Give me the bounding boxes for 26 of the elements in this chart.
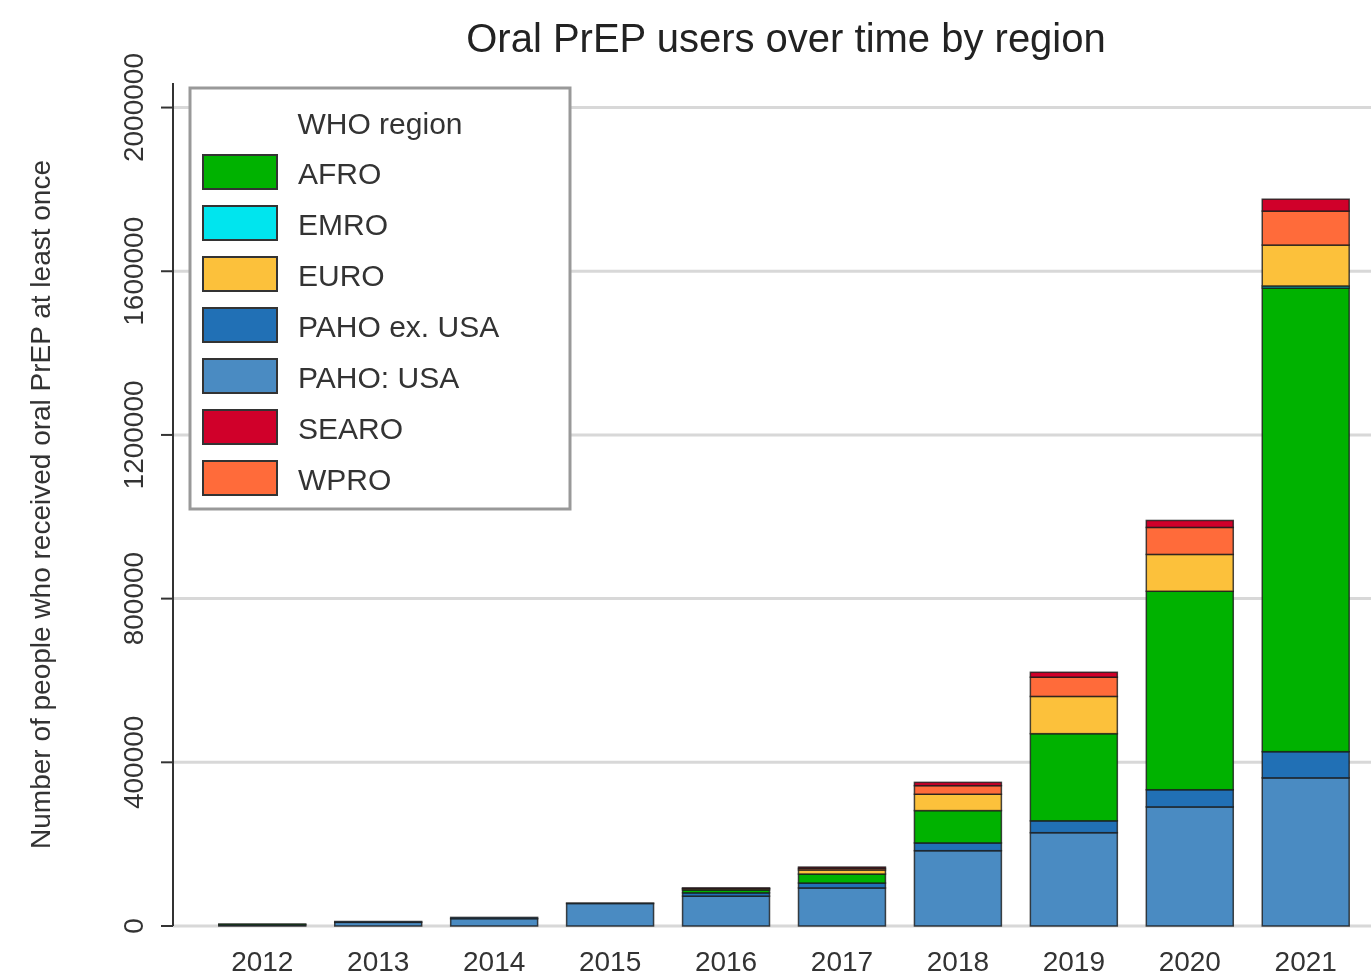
legend-label: EMRO bbox=[298, 208, 388, 241]
y-tick-label: 1600000 bbox=[118, 216, 149, 326]
legend-label: WPRO bbox=[298, 463, 392, 496]
legend-label: SEARO bbox=[298, 412, 404, 445]
y-tick-label: 0 bbox=[118, 918, 149, 934]
y-tick-label: 800000 bbox=[118, 551, 149, 646]
x-tick-label: 2017 bbox=[810, 946, 874, 971]
legend-label: EURO bbox=[298, 259, 385, 292]
y-tick-label: 2000000 bbox=[118, 53, 149, 163]
legend-label: AFRO bbox=[298, 157, 382, 190]
x-tick-label: 2013 bbox=[347, 946, 410, 971]
legend-label: PAHO: USA bbox=[298, 361, 460, 394]
y-tick-label: 400000 bbox=[118, 715, 149, 810]
chart-title: Oral PrEP users over time by region bbox=[466, 16, 1106, 60]
legend-title: WHO region bbox=[297, 107, 463, 140]
x-tick-label: 2015 bbox=[578, 946, 642, 971]
x-tick-label: 2019 bbox=[1042, 946, 1105, 971]
x-tick-label: 2014 bbox=[463, 946, 526, 971]
y-axis-title: Number of people who received oral PrEP at least once bbox=[25, 160, 56, 849]
x-tick-label: 2021 bbox=[1274, 946, 1337, 971]
y-tick-label: 1200000 bbox=[118, 380, 149, 490]
x-tick-label: 2012 bbox=[231, 946, 294, 971]
x-tick-label: 2016 bbox=[694, 946, 758, 971]
x-tick-label: 2020 bbox=[1158, 946, 1221, 971]
x-tick-label: 2018 bbox=[926, 946, 990, 971]
legend-label: PAHO ex. USA bbox=[298, 310, 500, 343]
